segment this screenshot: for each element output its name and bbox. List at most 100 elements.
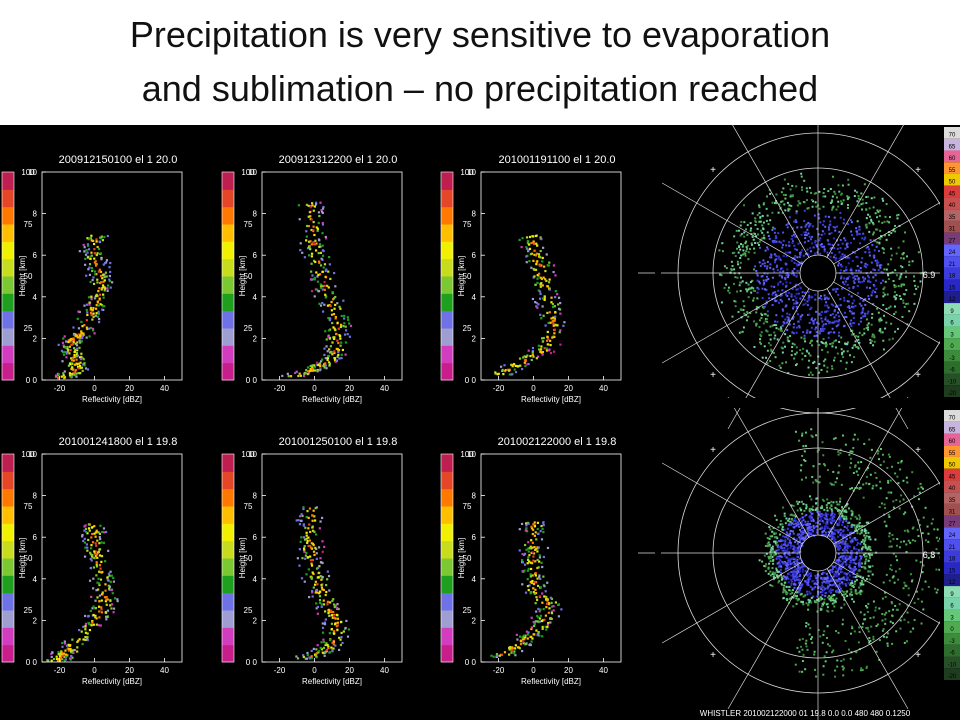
frequency-point [96,624,98,626]
radar-echo-point [871,244,873,246]
radar-echo-point [799,256,801,258]
frequency-point [97,246,99,248]
radar-echo-point [937,540,939,542]
colorbar-segment [441,311,453,329]
frequency-point [113,611,115,613]
radar-echo-point [837,248,839,250]
frequency-point [533,583,535,585]
radar-echo-point [829,528,831,530]
radar-echo-point [834,514,836,516]
radar-echo-point [763,322,765,324]
radar-echo-point [724,265,726,267]
frequency-point [536,578,538,580]
radar-echo-point [838,315,840,317]
radar-echo-point [807,240,809,242]
frequency-point [317,613,319,615]
radar-echo-point [750,222,752,224]
frequency-point [525,356,527,358]
radar-echo-point [919,492,921,494]
frequency-point [531,580,533,582]
radar-echo-point [786,598,788,600]
colorbar-segment [222,645,234,663]
radar-echo-point [828,332,830,334]
radar-echo-point [802,291,804,293]
radar-echo-point [767,215,769,217]
radar-echo-point [807,649,809,651]
radar-echo-point [788,589,790,591]
colorbar-segment [222,610,234,628]
frequency-point [102,305,104,307]
frequency-point [63,354,65,356]
frequency-point [95,542,97,544]
radar-echo-point [851,626,853,628]
radar-echo-point [792,270,794,272]
radar-echo-point [807,529,809,531]
radar-echo-point [858,226,860,228]
radar-echo-point [899,278,901,280]
radar-echo-point [843,300,845,302]
radar-echo-point [827,469,829,471]
frequency-point [529,236,531,238]
radar-echo-point [764,262,766,264]
radar-echo-point [832,520,834,522]
frequency-point [553,351,555,353]
radar-echo-point [784,550,786,552]
frequency-point [335,333,337,335]
radar-echo-point [747,258,749,260]
radar-echo-point [732,265,734,267]
frequency-point [70,368,72,370]
radar-echo-point [743,236,745,238]
frequency-point [105,618,107,620]
radar-echo-point [868,560,870,562]
radar-echo-point [819,528,821,530]
radar-echo-point [809,495,811,497]
colorbar-segment [222,593,234,611]
radar-echo-point [767,350,769,352]
radar-echo-point [733,252,735,254]
radar-echo-point [819,523,821,525]
frequency-point [308,245,310,247]
radar-echo-point [809,236,811,238]
radar-echo-point [779,540,781,542]
radar-echo-point [846,195,848,197]
radar-echo-point [768,545,770,547]
frequency-point [98,270,100,272]
frequency-point [307,537,309,539]
radar-echo-point [811,319,813,321]
radar-echo-point [739,267,741,269]
radar-echo-point [753,320,755,322]
frequency-point [319,591,321,593]
radar-echo-point [840,360,842,362]
radar-echo-point [852,306,854,308]
frequency-point [528,260,530,262]
radar-echo-point [775,356,777,358]
frequency-point [96,304,98,306]
radar-echo-point [896,274,898,276]
frequency-point [100,258,102,260]
radar-echo-point [806,249,808,251]
radar-echo-point [733,268,735,270]
radar-echo-point [758,244,760,246]
frequency-point [336,629,338,631]
radar-echo-point [839,586,841,588]
frequency-point [538,345,540,347]
frequency-point [541,635,543,637]
radar-echo-point [858,514,860,516]
radar-echo-point [847,284,849,286]
frequency-point [296,519,298,521]
radar-echo-point [867,326,869,328]
x-tick-label: 0 [531,666,536,675]
radar-echo-point [862,483,864,485]
radar-echo-point [854,566,856,568]
frequency-point [98,542,100,544]
radar-echo-point [830,515,832,517]
frequency-point [553,609,555,611]
radar-echo-point [897,482,899,484]
radar-echo-point [871,324,873,326]
radar-echo-point [784,582,786,584]
radar-echo-point [882,331,884,333]
radar-echo-point [821,513,823,515]
colorbar-segment [2,471,14,489]
frequency-point [540,236,542,238]
frequency-point [297,375,299,377]
